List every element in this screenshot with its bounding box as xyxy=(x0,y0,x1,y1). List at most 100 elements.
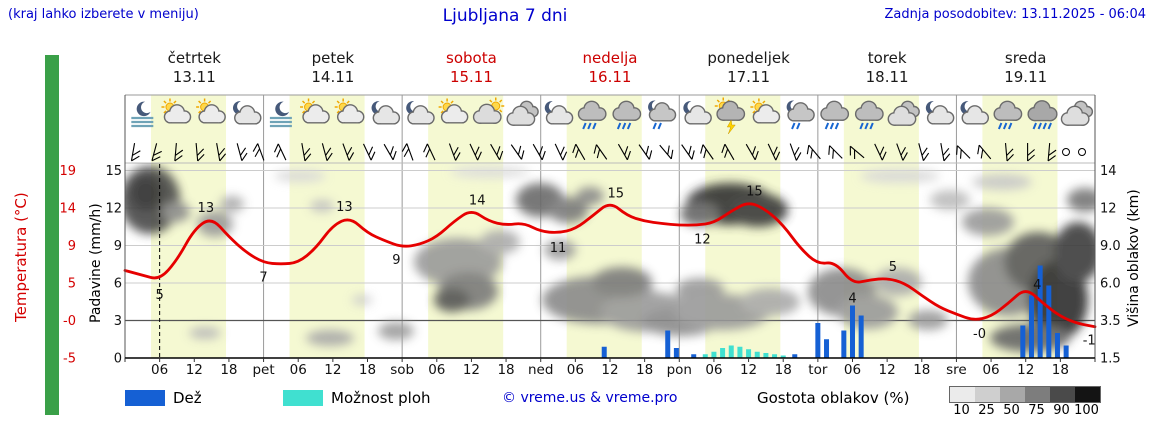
shower-legend-swatch xyxy=(283,390,323,406)
credit-link[interactable]: © vreme.us & vreme.pro xyxy=(502,390,678,406)
wind-barb-icon xyxy=(721,143,735,161)
weather-icon-fog-moon xyxy=(269,101,292,128)
time-tick: 12 xyxy=(740,362,757,378)
precip-tick: 3 xyxy=(114,314,122,329)
shower-bar xyxy=(711,351,717,358)
weather-icon-sun-cloud xyxy=(196,98,226,124)
rain-bar xyxy=(1046,285,1052,358)
wind-barbs xyxy=(130,142,1086,162)
wind-barb-icon xyxy=(195,142,205,162)
density-tick: 100 xyxy=(1074,403,1099,418)
side-menu-strip[interactable] xyxy=(45,55,59,415)
weather-icon-cloudy xyxy=(887,100,920,126)
time-tick: 18 xyxy=(775,362,792,378)
time-tick: 18 xyxy=(359,362,376,378)
weather-icon-moon-cloud xyxy=(683,101,712,125)
wind-barb-icon xyxy=(1004,142,1014,162)
weather-icon-moon-cloud xyxy=(232,101,262,125)
time-tick: 06 xyxy=(428,362,445,378)
wind-barb-icon xyxy=(252,143,265,161)
wind-barb-icon xyxy=(617,143,631,161)
weather-icon-moon-cloud xyxy=(371,101,401,125)
day-header: torek xyxy=(867,49,907,67)
density-tick: 25 xyxy=(978,403,995,418)
cloud-tick: 6.0 xyxy=(1100,277,1121,292)
temp-label: 5 xyxy=(156,288,164,303)
temp-label: 4 xyxy=(848,292,856,307)
day-header: sobota xyxy=(446,49,497,67)
day-date: 13.11 xyxy=(172,68,216,86)
density-segment xyxy=(975,387,1000,402)
weather-icon-moon-rain xyxy=(786,100,815,130)
precip-tick: 12 xyxy=(105,202,122,217)
wind-barb-icon xyxy=(236,143,248,162)
shower-bar xyxy=(702,354,708,358)
rain-bar xyxy=(815,323,821,358)
wind-barb-icon xyxy=(174,142,184,162)
density-segment xyxy=(1000,387,1025,402)
density-segment xyxy=(950,387,975,402)
temp-label: 15 xyxy=(608,186,625,201)
time-tick: 06 xyxy=(844,362,861,378)
cloud-tick: 12 xyxy=(1100,202,1117,217)
weather-icon-cloudy xyxy=(506,100,539,126)
rain-bar xyxy=(1028,295,1034,358)
cloud-density-layer xyxy=(125,166,1095,352)
temp-label: 13 xyxy=(336,200,353,215)
cloud-density-scale xyxy=(949,386,1101,403)
menu-hint: (kraj lahko izberete v meniju) xyxy=(8,7,199,22)
wind-barb-icon xyxy=(593,144,608,160)
wind-barb-icon xyxy=(130,143,141,162)
wind-barb-icon xyxy=(572,143,586,161)
wind-barb-icon xyxy=(700,144,714,160)
cloud-axis-ticks: 14 12 9.0 6.0 3.5 1.5 xyxy=(1100,164,1121,367)
wind-barb-icon xyxy=(490,143,504,161)
time-tick: 18 xyxy=(220,362,237,378)
weather-icon-moon-rain xyxy=(648,100,677,130)
wind-barb-icon xyxy=(638,144,653,160)
wind-barb-icon xyxy=(767,143,781,161)
temp-label: 14 xyxy=(469,193,486,208)
density-tick: 75 xyxy=(1028,403,1045,418)
density-tick: 50 xyxy=(1003,403,1020,418)
rain-bar xyxy=(1063,345,1069,358)
temp-label: 13 xyxy=(198,201,215,216)
wind-barb-icon xyxy=(745,143,759,161)
temp-label: 12 xyxy=(694,232,711,247)
time-tick: 06 xyxy=(705,362,722,378)
weather-icon-moon-cloud xyxy=(960,101,990,125)
time-tick: 06 xyxy=(982,362,999,378)
temp-label: 7 xyxy=(259,271,267,286)
precip-tick: 9 xyxy=(114,239,122,254)
weather-icon-rain xyxy=(612,100,642,130)
rain-legend-swatch xyxy=(125,390,165,406)
day-date: 19.11 xyxy=(1004,68,1048,86)
rain-bar xyxy=(673,348,679,358)
time-tick: pon xyxy=(667,362,692,378)
wind-barb-icon xyxy=(401,143,414,161)
shower-bar xyxy=(754,351,760,358)
rain-bar xyxy=(601,346,607,358)
weather-icon-rain xyxy=(993,100,1023,130)
wind-barb-icon xyxy=(789,143,802,161)
day-header: sreda xyxy=(1004,49,1047,67)
time-tick: pet xyxy=(252,362,274,378)
wind-barb-icon xyxy=(469,143,482,161)
time-tick: 12 xyxy=(1017,362,1034,378)
day-date: 16.11 xyxy=(588,68,632,86)
last-update: Zadnja posodobitev: 13.11.2025 - 06:04 xyxy=(884,7,1146,22)
rain-bar xyxy=(841,330,847,358)
shower-bar xyxy=(737,346,743,358)
rain-bar xyxy=(691,354,697,358)
rain-bar xyxy=(1020,325,1026,358)
weather-icon-heavy-rain xyxy=(1027,100,1058,130)
page-title: Ljubljana 7 dni xyxy=(442,6,568,26)
rain-legend-label: Dež xyxy=(173,389,202,407)
rain-bar xyxy=(665,330,671,358)
wind-barb-icon xyxy=(383,143,397,161)
wind-barb-icon xyxy=(448,143,461,161)
time-tick: 18 xyxy=(1052,362,1069,378)
weather-icon-rain xyxy=(577,100,607,130)
